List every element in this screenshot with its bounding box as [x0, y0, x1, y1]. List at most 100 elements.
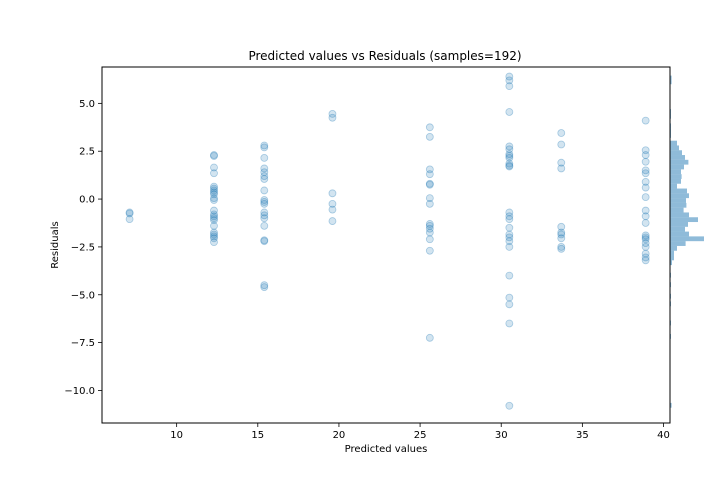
plot-frame: [101, 66, 671, 424]
scatter-point: [641, 219, 650, 227]
scatter-point: [260, 236, 269, 245]
scatter-point: [641, 239, 650, 247]
scatter-point: [210, 169, 218, 178]
scatter-point: [557, 230, 566, 239]
scatter-point: [425, 228, 434, 237]
scatter-point: [260, 281, 269, 290]
histogram-bar: [670, 75, 672, 81]
scatter-point: [505, 300, 514, 309]
scatter-point: [425, 180, 434, 189]
histogram-bar: [670, 169, 681, 175]
scatter-point: [210, 216, 218, 225]
scatter-point: [328, 189, 337, 198]
scatter-point: [505, 243, 514, 251]
scatter-point: [210, 230, 218, 239]
scatter-point: [557, 222, 566, 231]
scatter-point: [260, 141, 269, 150]
y-tick-label: −10.0: [64, 386, 95, 397]
y-tick-label: −5.0: [71, 290, 95, 301]
scatter-point: [557, 164, 566, 173]
histogram-bar: [670, 140, 677, 146]
histogram-bar: [670, 202, 687, 208]
histogram-bar: [670, 402, 672, 408]
scatter-point: [641, 212, 650, 221]
histogram-bar: [670, 222, 688, 227]
scatter-point: [210, 151, 218, 159]
scatter-point: [210, 238, 218, 247]
scatter-point: [557, 243, 566, 251]
scatter-point: [260, 168, 269, 177]
scatter-point: [505, 82, 514, 91]
scatter-point: [641, 183, 650, 192]
scatter-point: [210, 214, 218, 223]
scatter-point: [505, 212, 514, 221]
scatter-point: [505, 208, 514, 217]
x-tick-label: 15: [251, 430, 264, 441]
scatter-point: [210, 206, 218, 215]
scatter-point: [505, 150, 514, 158]
scatter-point: [641, 177, 650, 186]
histogram-bar: [670, 236, 704, 242]
scatter-point: [425, 132, 434, 141]
scatter-point: [557, 234, 566, 243]
scatter-point: [641, 249, 650, 258]
scatter-point: [210, 188, 218, 197]
scatter-point: [505, 215, 514, 224]
scatter-point: [641, 253, 650, 262]
scatter-point: [641, 206, 650, 215]
histogram-bar: [670, 145, 679, 151]
x-axis-label: Predicted values: [345, 444, 428, 455]
y-tick-label: −7.5: [71, 338, 95, 349]
histogram-bar: [670, 150, 682, 156]
scatter-point: [210, 234, 218, 243]
scatter-point: [557, 228, 566, 237]
scatter-point: [425, 194, 434, 203]
scatter-point: [425, 224, 434, 233]
chart-title: Predicted values vs Residuals (samples=1…: [248, 49, 521, 63]
scatter-point: [125, 215, 134, 224]
scatter-point: [505, 230, 514, 239]
scatter-point: [210, 232, 218, 241]
scatter-point: [641, 169, 650, 178]
x-tick-label: 35: [576, 430, 589, 441]
scatter-point: [641, 256, 650, 265]
x-tick-label: 10: [170, 430, 183, 441]
scatter-point: [505, 72, 514, 81]
scatter-point: [505, 159, 514, 168]
x-axis-ticks: 10 15 20 25 30 35 40: [170, 423, 670, 441]
y-tick-label: 0.0: [79, 195, 95, 206]
histogram-bar: [670, 212, 689, 218]
scatter-point: [425, 179, 434, 188]
scatter-point: [210, 152, 218, 160]
scatter-point: [210, 212, 218, 221]
scatter-point: [557, 244, 566, 253]
scatter-point: [505, 154, 514, 162]
scatter-point: [557, 140, 566, 149]
scatter-point: [641, 166, 650, 175]
scatter-point: [260, 143, 269, 152]
histogram-bar: [670, 226, 685, 232]
scatter-point: [505, 161, 514, 170]
scatter-point: [641, 116, 650, 125]
scatter-point: [210, 194, 218, 203]
scatter-point: [125, 209, 134, 218]
scatter-point: [425, 333, 434, 342]
scatter-point: [425, 220, 434, 228]
scatter-point: [505, 271, 514, 280]
scatter-point: [505, 233, 514, 242]
scatter-point: [557, 129, 566, 137]
scatter-point: [210, 186, 218, 195]
scatter-point: [505, 293, 514, 302]
scatter-point: [505, 142, 514, 151]
scatter-point: [425, 235, 434, 244]
histogram-bar: [670, 241, 686, 246]
histogram-bar: [670, 183, 677, 189]
scatter-point: [210, 182, 218, 191]
histogram-bar: [670, 155, 685, 160]
scatter-point: [641, 151, 650, 159]
x-tick-label: 40: [657, 430, 670, 441]
scatter-point: [260, 154, 269, 162]
scatter-point: [425, 170, 434, 179]
